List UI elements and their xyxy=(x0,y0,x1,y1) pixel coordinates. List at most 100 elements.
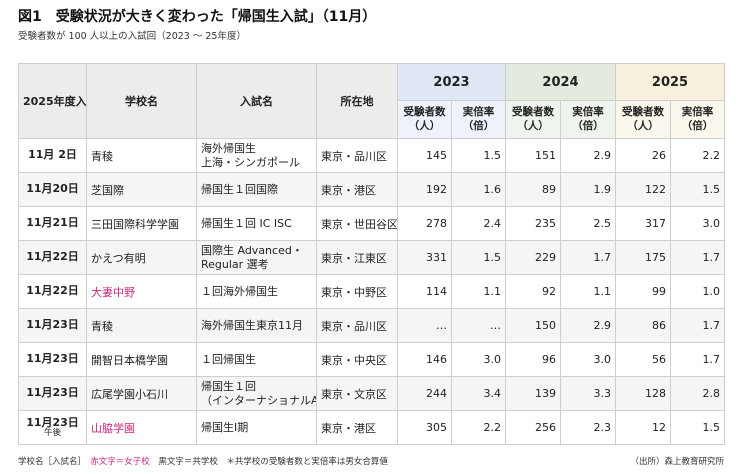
applicants-2025-cell: 122 xyxy=(615,172,671,207)
school-name-cell: 青稜 xyxy=(86,138,197,173)
time-of-day-label: 午後 xyxy=(43,427,61,438)
table-row: 11月 2日 青稜 海外帰国生 上海・シンガポール 東京・品川区 145 1.5 151 2.9… xyxy=(18,138,725,173)
applicants-2023-cell: 146 xyxy=(397,342,452,377)
table-body: 11月 2日 青稜 海外帰国生 上海・シンガポール 東京・品川区 145 1.5 151 2.9… xyxy=(18,138,725,445)
header-date: 2025年度入試日 xyxy=(18,63,87,139)
header-exam: 入試名 xyxy=(196,63,317,139)
date-text: 11月23日 xyxy=(26,415,79,429)
applicants-2025-cell: 128 xyxy=(615,376,671,411)
ratio-2023-cell: 3.4 xyxy=(451,376,506,411)
location-cell: 東京・世田谷区 xyxy=(316,206,398,241)
applicants-2024-cell: 92 xyxy=(505,274,561,309)
ratio-2023-cell: 1.6 xyxy=(451,172,506,207)
ratio-2025-cell: 1.0 xyxy=(670,274,725,309)
school-name-cell: 山脇学園 xyxy=(86,410,197,445)
ratio-2024-cell: 3.3 xyxy=(560,376,616,411)
applicants-2023-cell: 305 xyxy=(397,410,452,445)
header-school: 学校名 xyxy=(86,63,197,139)
date-text: 11月 2日 xyxy=(28,148,77,162)
applicants-2024-cell: 89 xyxy=(505,172,561,207)
applicants-2024-cell: 150 xyxy=(505,308,561,343)
ratio-2024-cell: 2.9 xyxy=(560,138,616,173)
ratio-2025-cell: 2.2 xyxy=(670,138,725,173)
location-cell: 東京・品川区 xyxy=(316,138,398,173)
date-text: 11月23日 xyxy=(26,318,79,332)
table-row: 11月23日 午後 山脇学園 帰国生Ⅰ期 東京・港区 305 2.2 256 2.3 12 1.5 xyxy=(18,410,725,445)
location-cell: 東京・中野区 xyxy=(316,274,398,309)
school-name-cell: かえつ有明 xyxy=(86,240,197,275)
ratio-2024-cell: 1.1 xyxy=(560,274,616,309)
applicants-2023-cell: 244 xyxy=(397,376,452,411)
legend-coed: 黒文字＝共学校 xyxy=(158,457,218,467)
date-text: 11月22日 xyxy=(26,250,79,264)
ratio-2024-cell: 2.3 xyxy=(560,410,616,445)
table-row: 11月23日広尾学園小石川帰国生１回（インターナショナルAG）東京・文京区244… xyxy=(18,376,725,411)
ratio-2023-cell: … xyxy=(451,308,506,343)
applicants-2025-cell: 12 xyxy=(615,410,671,445)
header-applicants-2025: 受験者数（人） xyxy=(615,100,671,139)
table-row: 11月22日 かえつ有明 国際生 Advanced・ Regular 選考 東京・江東区… xyxy=(18,240,725,275)
location-cell: 東京・品川区 xyxy=(316,308,398,343)
ratio-2023-cell: 1.5 xyxy=(451,138,506,173)
ratio-2024-cell: 2.9 xyxy=(560,308,616,343)
header-year-2023: 2023 xyxy=(397,63,506,101)
date-cell: 11月23日 xyxy=(18,376,87,411)
date-text: 11月23日 xyxy=(26,352,79,366)
ratio-2023-cell: 3.0 xyxy=(451,342,506,377)
legend-girls: 赤文字＝女子校 xyxy=(90,457,150,467)
school-name-cell: 開智日本橋学園 xyxy=(86,342,197,377)
applicants-2023-cell: 192 xyxy=(397,172,452,207)
ratio-2025-cell: 1.5 xyxy=(670,410,725,445)
applicants-2025-cell: 26 xyxy=(615,138,671,173)
applicants-2025-cell: 86 xyxy=(615,308,671,343)
exam-name-cell: 帰国生１回国際 xyxy=(196,172,317,207)
ratio-2025-cell: 3.0 xyxy=(670,206,725,241)
applicants-2025-cell: 99 xyxy=(615,274,671,309)
exam-name-cell: 海外帰国生東京11月 xyxy=(196,308,317,343)
ratio-2023-cell: 1.5 xyxy=(451,240,506,275)
date-text: 11月20日 xyxy=(26,182,79,196)
ratio-2023-cell: 2.4 xyxy=(451,206,506,241)
exam-name-cell: 海外帰国生 上海・シンガポール xyxy=(196,138,317,173)
applicants-2023-cell: 331 xyxy=(397,240,452,275)
legend-prefix: 学校名［入試名］ xyxy=(18,457,82,467)
ratio-2023-cell: 1.1 xyxy=(451,274,506,309)
date-cell: 11月22日 xyxy=(18,240,87,275)
location-cell: 東京・中央区 xyxy=(316,342,398,377)
header-ratio-2023: 実倍率（倍） xyxy=(451,100,506,139)
applicants-2023-cell: 145 xyxy=(397,138,452,173)
school-name-cell: 三田国際科学学園 xyxy=(86,206,197,241)
figure-title: 図1 受験状況が大きく変わった「帰国生入試」（11月） xyxy=(18,9,377,25)
location-cell: 東京・港区 xyxy=(316,410,398,445)
applicants-2024-cell: 235 xyxy=(505,206,561,241)
date-cell: 11月23日 xyxy=(18,342,87,377)
ratio-2025-cell: 1.7 xyxy=(670,308,725,343)
table-row: 11月23日 青稜 海外帰国生東京11月 東京・品川区…… 150 2.9 86 1.7 xyxy=(18,308,725,343)
date-cell: 11月 2日 xyxy=(18,138,87,173)
exam-name-cell: １回帰国生 xyxy=(196,342,317,377)
location-cell: 東京・港区 xyxy=(316,172,398,207)
ratio-2025-cell: 1.5 xyxy=(670,172,725,207)
header-ratio-2024: 実倍率（倍） xyxy=(560,100,616,139)
footer-note: ＊共学校の受験者数と実倍率は男女合算値 xyxy=(226,457,388,467)
applicants-2024-cell: 96 xyxy=(505,342,561,377)
applicants-2023-cell: 278 xyxy=(397,206,452,241)
location-cell: 東京・文京区 xyxy=(316,376,398,411)
table-row: 11月21日 三田国際科学学園 帰国生１回 IC ISC 東京・世田谷区 278 2.4 2… xyxy=(18,206,725,241)
applicants-2024-cell: 229 xyxy=(505,240,561,275)
ratio-2025-cell: 2.8 xyxy=(670,376,725,411)
exam-name-cell: 国際生 Advanced・ Regular 選考 xyxy=(196,240,317,275)
date-cell: 11月20日 xyxy=(18,172,87,207)
applicants-2023-cell: 114 xyxy=(397,274,452,309)
applicants-2024-cell: 151 xyxy=(505,138,561,173)
applicants-2025-cell: 317 xyxy=(615,206,671,241)
ratio-2024-cell: 1.9 xyxy=(560,172,616,207)
table-row: 11月20日 芝国際 帰国生１回国際 東京・港区 192 1.6 89 1.9 122 1.5 xyxy=(18,172,725,207)
table-row: 11月22日 大妻中野 １回海外帰国生 東京・中野区 114 1.1 92 1.1 99 1.0 xyxy=(18,274,725,309)
footer-legend: 学校名［入試名］ 赤文字＝女子校 黒文字＝共学校 ＊共学校の受験者数と実倍率は男… xyxy=(18,455,388,467)
applicants-2024-cell: 139 xyxy=(505,376,561,411)
header-year-2024: 2024 xyxy=(505,63,616,101)
header-ratio-2025: 実倍率（倍） xyxy=(670,100,725,139)
location-cell: 東京・江東区 xyxy=(316,240,398,275)
header-year-2025: 2025 xyxy=(615,63,725,101)
